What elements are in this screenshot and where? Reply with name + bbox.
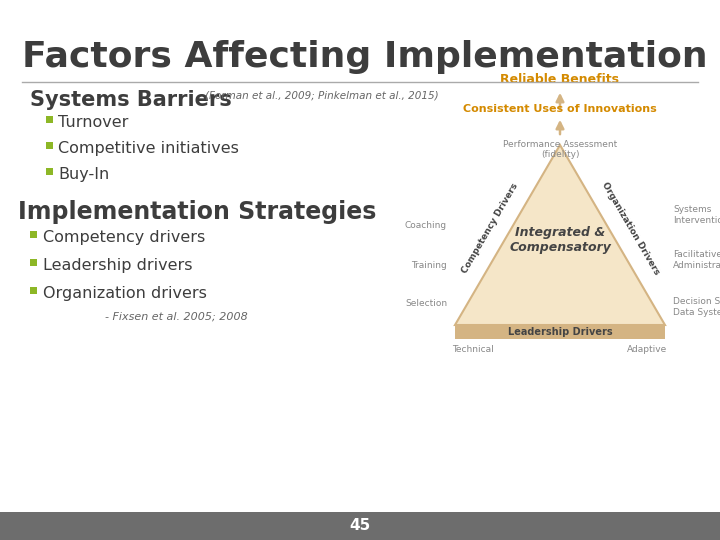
Text: Implementation Strategies: Implementation Strategies: [18, 200, 377, 224]
Text: Competency Drivers: Competency Drivers: [460, 182, 519, 275]
Text: Selection: Selection: [405, 299, 447, 307]
Bar: [30, 231, 37, 238]
Polygon shape: [455, 145, 665, 325]
Bar: [46, 168, 53, 175]
Text: Competitive initiatives: Competitive initiatives: [58, 141, 239, 156]
Text: 45: 45: [349, 518, 371, 534]
Text: Performance Assessment
(fidelity): Performance Assessment (fidelity): [503, 140, 617, 159]
Text: Adaptive: Adaptive: [627, 345, 667, 354]
Bar: [46, 116, 53, 123]
Bar: [30, 259, 37, 266]
Text: Training: Training: [411, 260, 447, 269]
Bar: [46, 142, 53, 149]
Text: - Fixsen et al. 2005; 2008: - Fixsen et al. 2005; 2008: [105, 312, 248, 322]
Text: Buy-In: Buy-In: [58, 167, 109, 182]
Text: Leadership drivers: Leadership drivers: [43, 258, 192, 273]
Text: Systems Barriers: Systems Barriers: [30, 90, 232, 110]
Text: Integrated &
Compensatory: Integrated & Compensatory: [509, 226, 611, 254]
Text: Competency drivers: Competency drivers: [43, 230, 205, 245]
Text: Reliable Benefits: Reliable Benefits: [500, 73, 619, 86]
Text: Decision Support
Data System: Decision Support Data System: [673, 298, 720, 316]
Text: (Forman et al., 2009; Pinkelman et al., 2015): (Forman et al., 2009; Pinkelman et al., …: [205, 90, 438, 100]
Text: Factors Affecting Implementation: Factors Affecting Implementation: [22, 40, 708, 74]
Text: Turnover: Turnover: [58, 115, 128, 130]
Bar: [0, 512, 720, 540]
Text: Facilitative
Administration: Facilitative Administration: [673, 251, 720, 269]
Text: Coaching: Coaching: [405, 220, 447, 230]
Bar: [30, 287, 37, 294]
Text: Leadership Drivers: Leadership Drivers: [508, 327, 612, 337]
Text: Systems
Intervention: Systems Intervention: [673, 205, 720, 225]
Text: Organization Drivers: Organization Drivers: [600, 181, 661, 276]
Text: Organization drivers: Organization drivers: [43, 286, 207, 301]
Text: Technical: Technical: [452, 345, 494, 354]
Bar: [455, 325, 665, 339]
Text: Consistent Uses of Innovations: Consistent Uses of Innovations: [463, 104, 657, 114]
